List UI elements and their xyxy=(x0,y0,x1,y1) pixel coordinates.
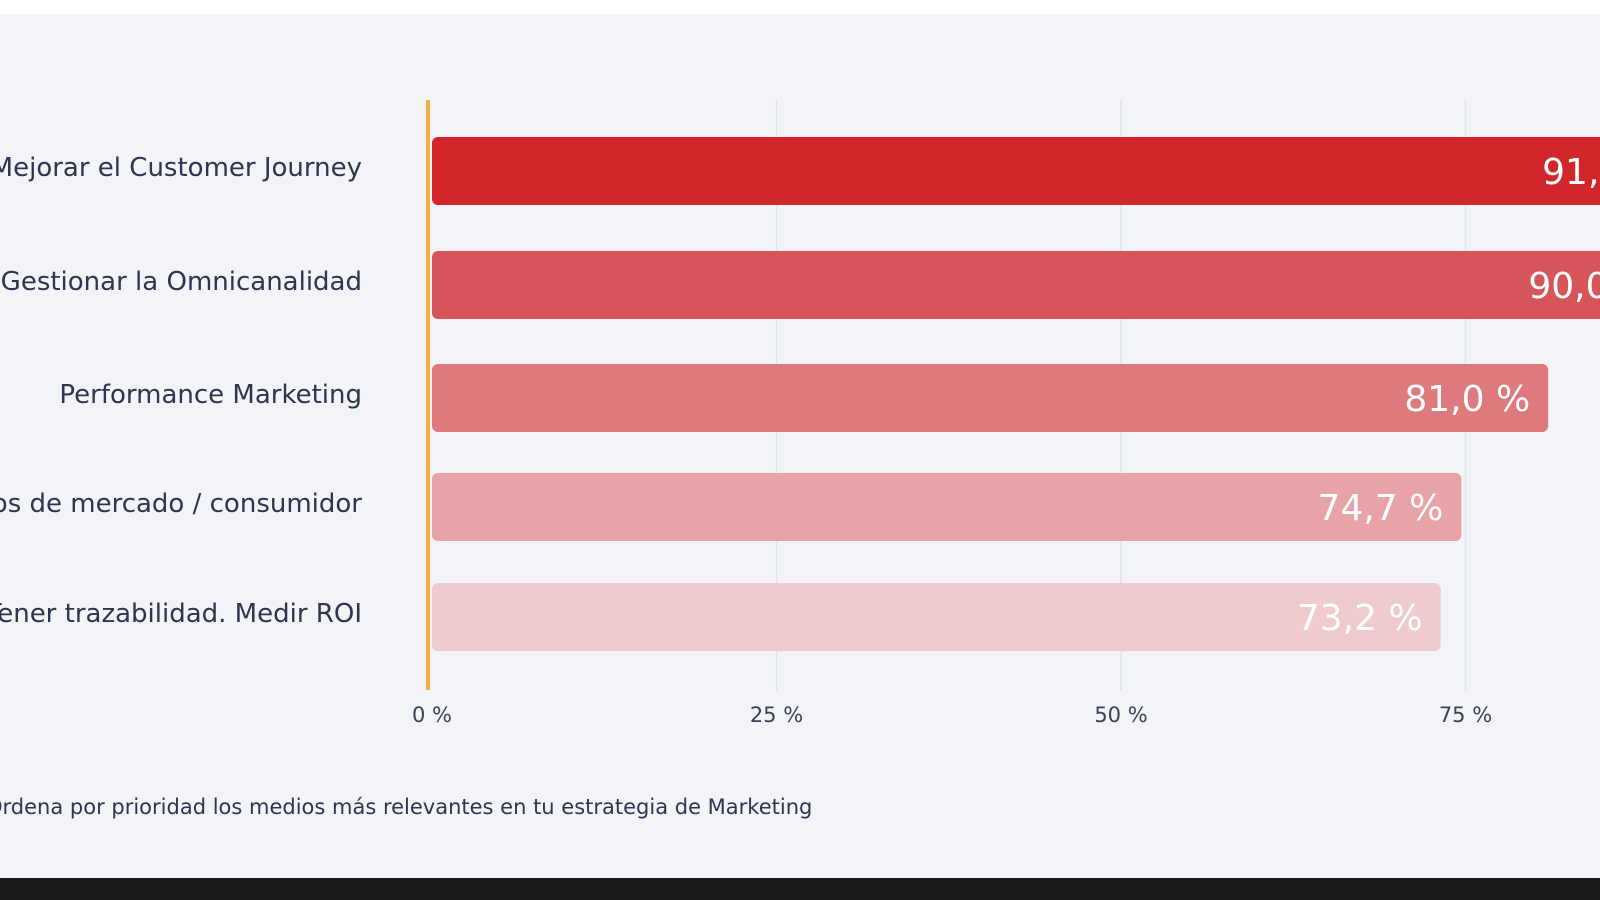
value-label: 91,0 % xyxy=(1542,152,1600,193)
category-label: Tener trazabilidad. Medir ROI xyxy=(0,599,362,629)
value-label: 90,0 % xyxy=(1528,266,1600,307)
category-label: Mejorar el Customer Journey xyxy=(0,153,362,183)
category-label: Estudios de mercado / consumidor xyxy=(0,489,362,519)
bar xyxy=(432,364,1549,432)
bar xyxy=(432,251,1600,319)
bar xyxy=(432,137,1600,205)
category-labels: Mejorar el Customer Journey Gestionar la … xyxy=(0,153,362,629)
bar xyxy=(432,473,1462,541)
x-tick-label: 75 % xyxy=(1439,703,1492,727)
footnote: Ordena por prioridad los medios más rele… xyxy=(0,795,813,819)
value-label: 81,0 % xyxy=(1404,379,1530,420)
category-label: Gestionar la Omnicanalidad xyxy=(1,267,362,297)
bar xyxy=(432,583,1441,651)
value-label: 74,7 % xyxy=(1318,488,1444,529)
value-label: 73,2 % xyxy=(1297,598,1423,639)
x-tick-label: 0 % xyxy=(412,703,452,727)
bottom-bar xyxy=(0,878,1600,900)
x-tick-label: 50 % xyxy=(1094,703,1147,727)
bars xyxy=(432,137,1600,651)
x-tick-label: 25 % xyxy=(750,703,803,727)
category-label: Performance Marketing xyxy=(59,380,362,410)
x-tick-labels: 0 % 25 % 50 % 75 % xyxy=(412,703,1492,727)
value-labels: 91,0 % 90,0 % 81,0 % 74,7 % 73,2 % xyxy=(1297,152,1600,639)
